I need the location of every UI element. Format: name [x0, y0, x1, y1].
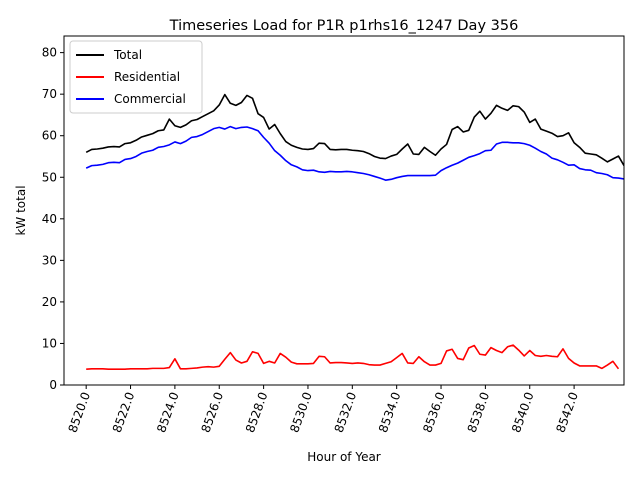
- x-axis: 8520.0 8522.0 8524.0 8526.0 8528.0 8530.0 8532…: [65, 385, 581, 434]
- x-tick-label: 8526.0: [199, 390, 227, 434]
- series-layer: [85, 93, 624, 371]
- series-line-commercial: [85, 125, 624, 181]
- y-tick-label: 80: [42, 46, 57, 60]
- plot-frame: [63, 35, 625, 386]
- y-tick-label: 20: [42, 295, 57, 309]
- y-tick-label: 60: [42, 129, 57, 143]
- series-line-residential: [86, 344, 620, 371]
- y-tick-label: 70: [42, 87, 57, 101]
- x-axis-title: Hour of Year: [307, 450, 381, 464]
- legend-label-commercial: Commercial: [114, 92, 186, 106]
- y-tick-label: 10: [42, 336, 57, 350]
- series-line-total: [85, 93, 624, 167]
- y-tick-label: 30: [42, 253, 57, 267]
- y-tick-label: 0: [49, 378, 57, 392]
- legend: Total Residential Commercial: [69, 40, 203, 114]
- x-tick-label: 8524.0: [154, 390, 182, 434]
- x-tick-label: 8528.0: [243, 390, 271, 434]
- x-tick-label: 8538.0: [465, 390, 493, 434]
- chart-title: Timeseries Load for P1R p1rhs16_1247 Day…: [169, 18, 519, 34]
- x-tick-label: 8520.0: [65, 390, 93, 434]
- x-tick-label: 8530.0: [287, 390, 315, 434]
- y-axis-title: kW total: [14, 185, 28, 235]
- y-tick-label: 50: [42, 170, 57, 184]
- x-tick-label: 8534.0: [376, 390, 404, 434]
- x-tick-label: 8536.0: [420, 390, 448, 434]
- legend-label-residential: Residential: [114, 70, 180, 84]
- legend-label-total: Total: [113, 48, 142, 62]
- x-tick-label: 8522.0: [110, 390, 138, 434]
- plot-area: [63, 35, 625, 386]
- y-tick-label: 40: [42, 212, 57, 226]
- x-tick-label: 8542.0: [553, 390, 581, 434]
- x-tick-label: 8540.0: [509, 390, 537, 434]
- y-axis: 0 10 20 30 40 50 60 70 80: [42, 46, 64, 392]
- x-tick-label: 8532.0: [332, 390, 360, 434]
- legend-box: [69, 40, 203, 114]
